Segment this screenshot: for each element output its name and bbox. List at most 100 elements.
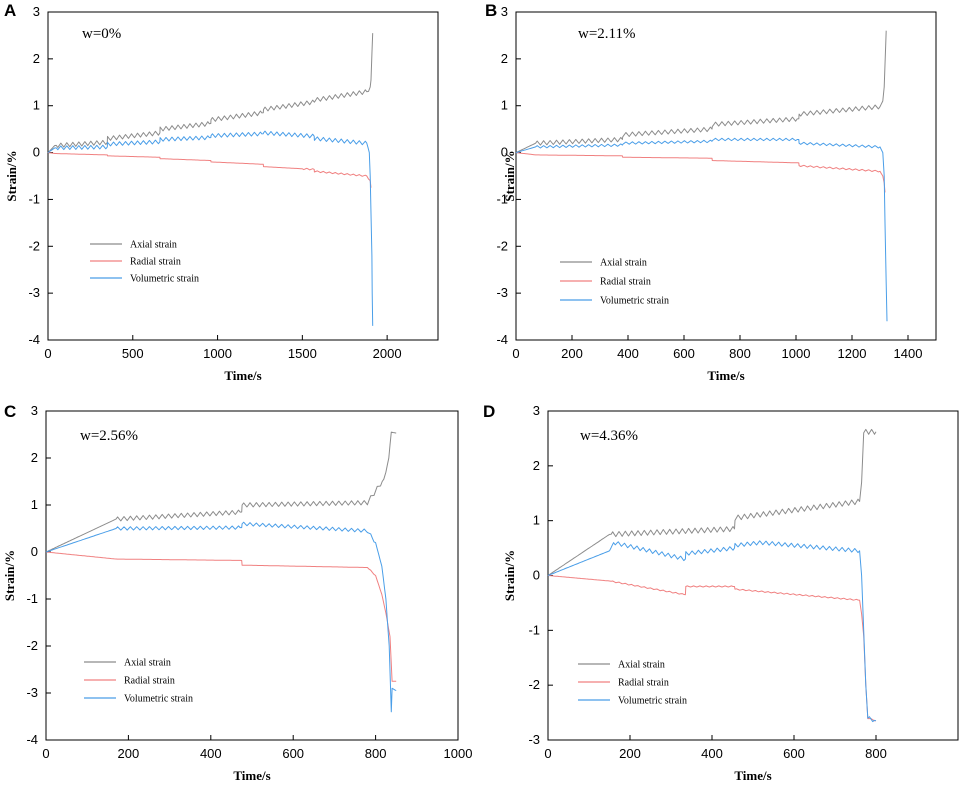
x-tick-label: 500 (122, 346, 144, 361)
y-axis-label: Strain/% (502, 550, 517, 601)
y-tick-label: 0 (33, 145, 40, 160)
y-tick-label: 3 (501, 4, 508, 19)
x-tick-label: 1400 (894, 346, 923, 361)
x-tick-label: 2000 (373, 346, 402, 361)
y-tick-label: -3 (26, 685, 38, 700)
panel-letter: D (483, 402, 495, 421)
legend-label: Volumetric strain (600, 296, 669, 307)
legend-label: Axial strain (600, 258, 647, 269)
panel-letter: A (4, 1, 16, 20)
y-tick-label: -3 (528, 732, 540, 747)
panel-d: D 0 200 400 600 800 -3 -2 -1 0 1 2 3 Time/s Strain/% w=… (483, 402, 959, 783)
series-line-radial-strain (515, 152, 886, 193)
y-tick-label: -2 (26, 638, 38, 653)
x-axis-label: Time/s (224, 368, 261, 383)
x-tick-label: 600 (783, 746, 805, 761)
y-tick-label: 2 (33, 51, 40, 66)
series-line-radial-strain (47, 152, 372, 188)
y-tick-label: -4 (26, 732, 38, 747)
y-axis-label: Strain/% (2, 550, 17, 601)
x-tick-label: 1500 (288, 346, 317, 361)
y-tick-label: -1 (528, 622, 540, 637)
y-tick-label: 2 (533, 458, 540, 473)
x-tick-label: 400 (701, 746, 723, 761)
series-line-volumetric-strain (547, 540, 877, 723)
y-tick-label: 0 (501, 145, 508, 160)
x-tick-label: 1000 (203, 346, 232, 361)
plot-frame (515, 11, 937, 341)
x-tick-label: 400 (617, 346, 639, 361)
y-axis-label: Strain/% (4, 150, 19, 201)
y-tick-label: 3 (31, 403, 38, 418)
y-tick-label: 3 (33, 4, 40, 19)
series-line-radial-strain (45, 551, 397, 682)
series-line-axial-strain (45, 431, 397, 553)
y-tick-label: -2 (528, 677, 540, 692)
x-axis-label: Time/s (707, 368, 744, 383)
legend-label: Radial strain (618, 678, 669, 689)
y-tick-label: -4 (496, 332, 508, 347)
water-content-annotation: w=4.36% (580, 428, 638, 444)
x-tick-label: 200 (619, 746, 641, 761)
x-tick-label: 600 (673, 346, 695, 361)
panel-b: B 0 200 400 600 800 1000 1200 1400 -4 -3 -2 -1 0 1 2 3 Ti… (485, 1, 937, 383)
y-tick-label: 0 (31, 544, 38, 559)
x-axis-label: Time/s (734, 768, 771, 783)
series-line-volumetric-strain (515, 137, 888, 322)
y-tick-label: 1 (33, 98, 40, 113)
plot-frame (45, 410, 459, 741)
legend-label: Radial strain (600, 277, 651, 288)
x-tick-label: 800 (365, 746, 387, 761)
x-axis-label: Time/s (233, 768, 270, 783)
y-tick-label: 2 (501, 51, 508, 66)
panel-c: C 0 200 400 600 800 1000 -4 -3 -2 -1 0 1 2 3 Time/s Stra… (2, 402, 472, 783)
x-tick-label: 200 (118, 746, 140, 761)
panel-letter: C (4, 402, 16, 421)
y-tick-label: -2 (496, 238, 508, 253)
series-line-volumetric-strain (47, 130, 374, 326)
x-tick-label: 400 (200, 746, 222, 761)
plot-frame (547, 410, 959, 741)
y-tick-label: -4 (28, 332, 40, 347)
panel-letter: B (485, 1, 497, 20)
water-content-annotation: w=0% (82, 26, 121, 42)
water-content-annotation: w=2.56% (80, 428, 138, 444)
legend-label: Radial strain (124, 676, 175, 687)
series-line-axial-strain (47, 33, 374, 153)
y-tick-label: -1 (28, 191, 40, 206)
series-line-axial-strain (547, 428, 877, 576)
plot-frame (47, 11, 439, 341)
y-tick-label: -3 (28, 285, 40, 300)
y-tick-label: 3 (533, 403, 540, 418)
series-line-volumetric-strain (45, 521, 397, 713)
x-tick-label: 600 (282, 746, 304, 761)
y-tick-label: 0 (533, 568, 540, 583)
y-tick-label: -1 (26, 591, 38, 606)
legend-label: Radial strain (130, 257, 181, 268)
series-line-radial-strain (547, 575, 876, 722)
y-tick-label: -1 (496, 191, 508, 206)
legend-label: Axial strain (124, 658, 171, 669)
x-tick-label: 1000 (782, 346, 811, 361)
x-tick-label: 1200 (838, 346, 867, 361)
legend-label: Volumetric strain (124, 694, 193, 705)
y-tick-label: 2 (31, 450, 38, 465)
x-tick-label: 0 (42, 746, 49, 761)
panel-a: A 0 500 1000 1500 2000 -4 -3 -2 -1 0 1 2 3 Time/s Strai… (4, 1, 439, 383)
x-tick-label: 800 (865, 746, 887, 761)
y-tick-label: -3 (496, 285, 508, 300)
legend-label: Axial strain (130, 240, 177, 251)
water-content-annotation: w=2.11% (578, 26, 635, 42)
x-tick-label: 0 (44, 346, 51, 361)
y-axis-label: Strain/% (502, 150, 517, 201)
x-tick-label: 1000 (444, 746, 473, 761)
x-tick-label: 0 (512, 346, 519, 361)
legend-label: Volumetric strain (130, 274, 199, 285)
legend-label: Axial strain (618, 660, 665, 671)
x-tick-label: 200 (561, 346, 583, 361)
y-tick-label: 1 (501, 98, 508, 113)
y-tick-label: -2 (28, 238, 40, 253)
x-tick-label: 0 (544, 746, 551, 761)
y-tick-label: 1 (533, 513, 540, 528)
